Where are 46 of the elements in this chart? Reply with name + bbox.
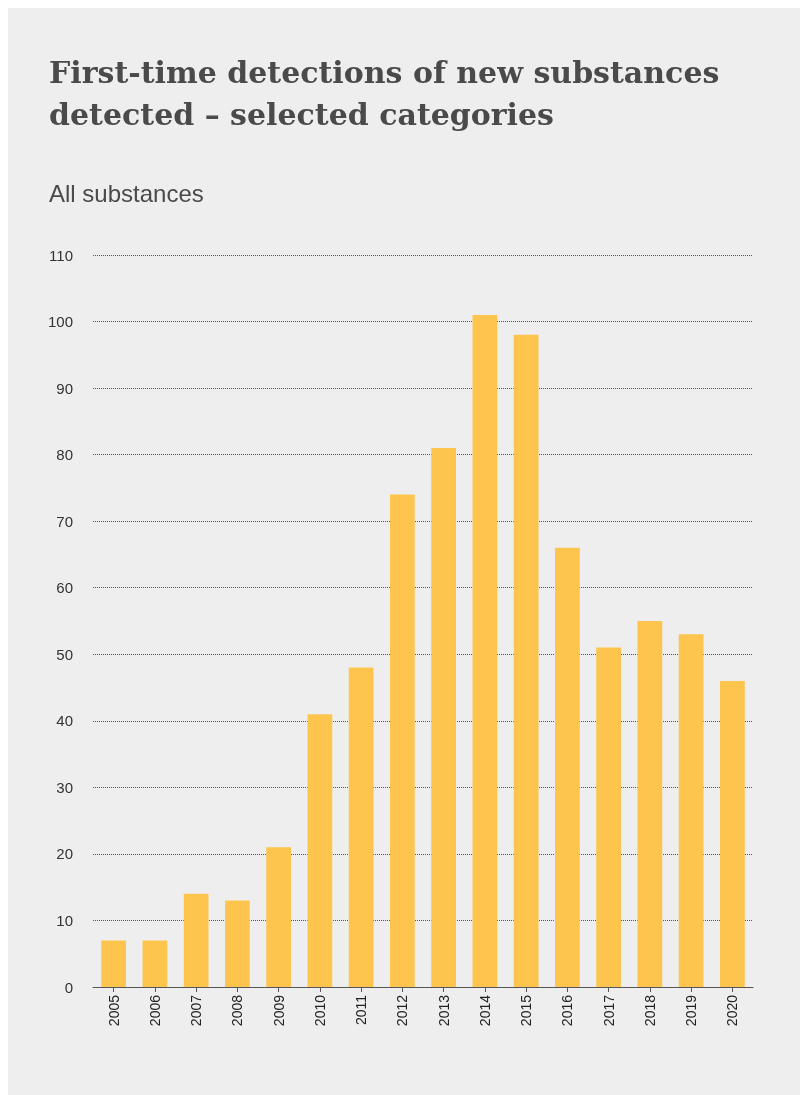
chart-subtitle: All substances <box>49 179 204 207</box>
x-tick-label: 2008 <box>229 994 246 1027</box>
x-tick-label: 2006 <box>146 994 163 1027</box>
x-tick-label: 2005 <box>105 994 122 1027</box>
x-tick-label: 2017 <box>600 994 617 1027</box>
y-tick-label: 100 <box>47 313 73 331</box>
x-tick-label: 2018 <box>641 994 658 1027</box>
x-tick-label: 2013 <box>435 994 452 1027</box>
y-tick-label: 90 <box>56 379 73 397</box>
bar <box>307 714 333 987</box>
x-tick-label: 2019 <box>683 994 700 1027</box>
y-tick-label: 10 <box>56 911 73 929</box>
x-tick-label: 2011 <box>353 994 370 1026</box>
bar <box>637 621 663 987</box>
bar <box>183 893 209 987</box>
y-tick-label: 50 <box>56 645 73 663</box>
bar <box>348 667 374 987</box>
y-tick-label: 40 <box>56 712 73 730</box>
y-tick-label: 110 <box>49 246 73 264</box>
x-tick-label: 2015 <box>518 994 535 1027</box>
bar <box>142 940 168 987</box>
y-tick-label: 80 <box>56 446 73 464</box>
y-tick-label: 0 <box>64 978 73 996</box>
bar <box>390 494 415 987</box>
bar <box>596 647 621 987</box>
x-tick-label: 2016 <box>559 994 576 1027</box>
bar <box>555 547 580 987</box>
x-tick-label: 2010 <box>311 994 328 1027</box>
bar <box>720 680 745 987</box>
y-tick-label: 30 <box>56 778 73 796</box>
y-tick-label: 70 <box>56 512 73 530</box>
x-tick-label: 2012 <box>394 994 411 1027</box>
bar <box>513 334 539 987</box>
bar <box>472 314 498 987</box>
chart-title: First-time detections of new substances detected – selected categories <box>49 54 730 132</box>
bar <box>225 900 250 987</box>
bar <box>431 447 456 987</box>
y-tick-label: 20 <box>56 845 73 863</box>
bar <box>266 847 291 987</box>
bar <box>678 634 704 987</box>
bar <box>101 940 126 987</box>
y-tick-label: 60 <box>56 579 73 597</box>
x-tick-label: 2014 <box>476 994 493 1027</box>
x-tick-label: 2020 <box>724 994 741 1027</box>
x-tick-label: 2009 <box>270 994 287 1027</box>
x-tick-label: 2007 <box>188 994 205 1027</box>
